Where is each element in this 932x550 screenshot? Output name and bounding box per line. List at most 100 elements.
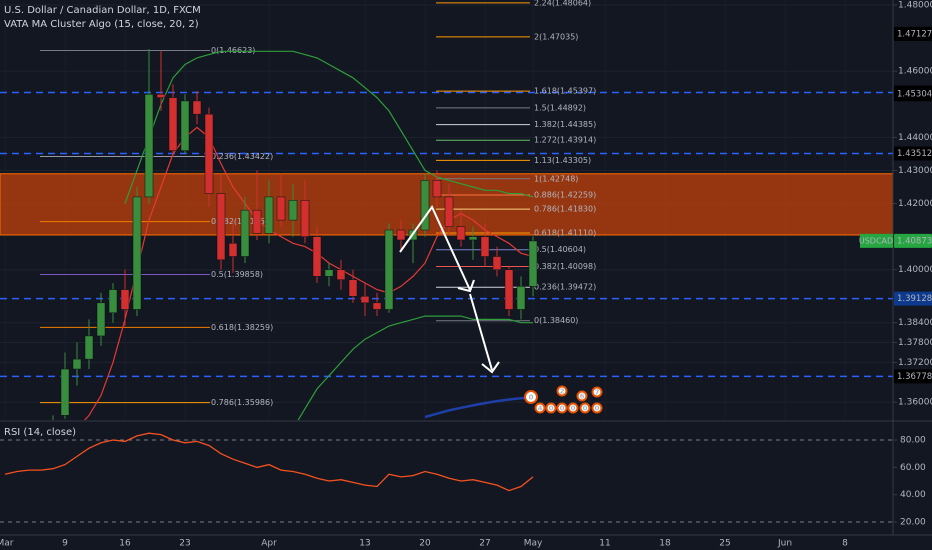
- candle-body: [96, 302, 106, 337]
- candle-body: [420, 180, 430, 231]
- candle-body: [312, 236, 322, 277]
- price-label-box: [894, 146, 932, 161]
- candle-body: [240, 209, 250, 257]
- fib-label: 0.5(1.40604): [534, 245, 586, 254]
- candle-body: [192, 100, 202, 115]
- candle-body: [480, 236, 490, 257]
- candle-body: [276, 196, 286, 221]
- y-tick-label: 1.43000: [898, 166, 932, 176]
- wave-marker: [524, 390, 538, 404]
- wave-marker: [545, 402, 557, 414]
- wave-marker: [576, 390, 588, 402]
- arrow-head: [457, 279, 475, 293]
- wave-marker-label: 0: [560, 405, 565, 413]
- x-tick-label: Mar: [0, 539, 14, 549]
- y-tick-label: 1.40000: [898, 265, 932, 275]
- candle-body: [372, 302, 382, 310]
- arrow-head: [481, 361, 500, 374]
- candle-body: [348, 279, 358, 297]
- y-tick-label: 1.42000: [898, 199, 932, 209]
- price-label: 1.43512: [897, 149, 932, 159]
- wave-marker: [579, 402, 591, 414]
- rsi-tick-label: 40.00: [900, 490, 926, 500]
- candle-body: [84, 335, 94, 360]
- wave-marker: [591, 386, 603, 398]
- fib-label: 1.618(1.45397): [534, 87, 596, 96]
- price-pane: 0(1.46623)0.236(1.43422)0.382(1.41455)0.…: [0, 0, 893, 420]
- wave-marker-label: 0: [549, 405, 554, 413]
- x-tick-label: 11: [599, 539, 610, 549]
- y-tick-label: 1.38400: [898, 318, 932, 328]
- x-tick-label: 16: [119, 539, 131, 549]
- rsi-tick-label: 60.00: [900, 463, 926, 473]
- candle-body: [444, 196, 454, 227]
- y-tick-label: 1.37800: [898, 338, 932, 348]
- rsi-pane: [0, 432, 893, 523]
- candle-body: [396, 229, 406, 241]
- y-tick-label: 1.46000: [898, 67, 932, 77]
- fib-label: 0.382(1.40098): [534, 262, 596, 271]
- fib-label: 1(1.42748): [534, 174, 578, 183]
- overlay-line: [124, 50, 534, 204]
- arrows: [399, 205, 500, 374]
- symbol-label: USDCAD: [859, 236, 893, 245]
- wave-marker: [534, 402, 546, 414]
- fib-label: 0.5(1.39858): [211, 270, 263, 279]
- fib-label: 2(1.47035): [534, 32, 578, 41]
- candle-body: [528, 240, 538, 287]
- fib-label: 0.618(1.38259): [211, 323, 273, 332]
- candle-body: [324, 269, 334, 277]
- x-tick-label: 20: [419, 539, 431, 549]
- candle-body: [252, 209, 262, 234]
- wave-marker: [591, 402, 603, 414]
- wave-marker: [567, 402, 579, 414]
- fib-label: 0(1.38460): [534, 316, 578, 325]
- candle-body: [132, 196, 142, 310]
- candle-body: [120, 289, 130, 310]
- candle-body: [156, 94, 166, 98]
- price-label-box: [894, 87, 932, 102]
- price-label: 1.39128: [897, 294, 932, 304]
- x-tick-label: 9: [62, 539, 68, 549]
- candle-body: [264, 196, 274, 234]
- x-tick-label: 23: [179, 539, 190, 549]
- fib-label: 1.272(1.43914): [534, 136, 596, 145]
- candle-body: [432, 180, 442, 198]
- wave-marker: [556, 402, 568, 414]
- x-tick-label: 18: [659, 539, 671, 549]
- wave-marker-label: 0: [571, 405, 576, 413]
- candle-body: [360, 295, 370, 304]
- wave-marker-label: 0: [583, 405, 588, 413]
- wave-marker-label: 7: [595, 389, 600, 397]
- candle-body: [516, 286, 526, 310]
- candle-body: [144, 94, 154, 198]
- x-tick-label: 27: [479, 539, 490, 549]
- y-tick-label: 1.48000: [898, 0, 932, 10]
- rsi-title: RSI (14, close): [4, 427, 76, 438]
- y-tick-label: 1.37200: [898, 358, 932, 368]
- wave-marker-label: 0: [529, 394, 534, 402]
- fib-label: 0.236(1.43422): [211, 152, 273, 161]
- candle-body: [216, 193, 226, 261]
- arrow-path: [469, 293, 493, 371]
- overlay-line: [84, 126, 534, 420]
- fib-label: 1.382(1.44385): [534, 120, 596, 129]
- x-tick-label: Apr: [261, 539, 277, 549]
- fib-label: 0.786(1.35986): [211, 398, 273, 407]
- wave-marker-label: 0: [595, 405, 600, 413]
- x-tick-label: 8: [842, 539, 848, 549]
- price-label: 1.45304: [897, 90, 932, 100]
- x-tick-label: Jun: [777, 539, 792, 549]
- price-label: 1.36778: [897, 372, 932, 382]
- candle-body: [108, 289, 118, 314]
- candle-body: [228, 243, 238, 257]
- fib-label: 0.886(1.42259): [534, 190, 596, 199]
- wave-marker: [556, 385, 568, 397]
- arrow-path: [399, 205, 471, 291]
- price-label: 1.47127: [897, 29, 932, 39]
- price-label-box: [894, 369, 932, 384]
- candle-body: [60, 368, 70, 416]
